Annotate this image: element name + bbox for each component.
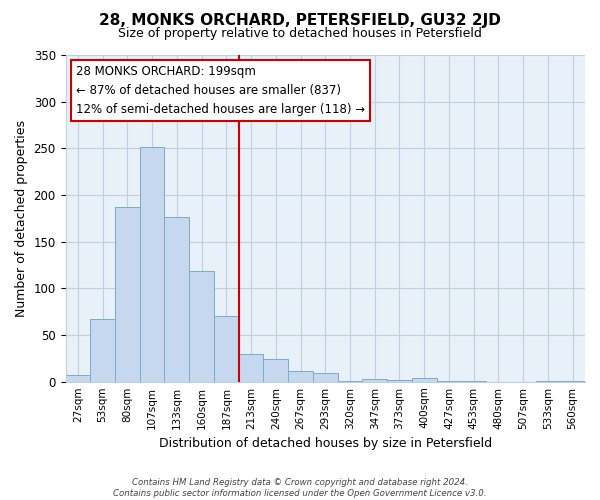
Text: Size of property relative to detached houses in Petersfield: Size of property relative to detached ho… — [118, 28, 482, 40]
Text: 28 MONKS ORCHARD: 199sqm
← 87% of detached houses are smaller (837)
12% of semi-: 28 MONKS ORCHARD: 199sqm ← 87% of detach… — [76, 65, 365, 116]
Text: 28, MONKS ORCHARD, PETERSFIELD, GU32 2JD: 28, MONKS ORCHARD, PETERSFIELD, GU32 2JD — [99, 12, 501, 28]
Bar — [65, 375, 90, 382]
Bar — [412, 378, 437, 382]
X-axis label: Distribution of detached houses by size in Petersfield: Distribution of detached houses by size … — [159, 437, 492, 450]
Bar — [387, 380, 412, 382]
Bar — [263, 360, 288, 382]
Bar — [536, 380, 560, 382]
Bar — [115, 207, 140, 382]
Bar — [560, 380, 585, 382]
Bar — [164, 218, 189, 382]
Bar — [437, 380, 461, 382]
Bar — [90, 319, 115, 382]
Bar — [313, 374, 338, 382]
Y-axis label: Number of detached properties: Number of detached properties — [15, 120, 28, 317]
Bar — [214, 316, 239, 382]
Text: Contains HM Land Registry data © Crown copyright and database right 2024.
Contai: Contains HM Land Registry data © Crown c… — [113, 478, 487, 498]
Bar — [140, 148, 164, 382]
Bar — [362, 379, 387, 382]
Bar — [239, 354, 263, 382]
Bar — [338, 380, 362, 382]
Bar — [461, 380, 486, 382]
Bar — [288, 372, 313, 382]
Bar — [189, 270, 214, 382]
